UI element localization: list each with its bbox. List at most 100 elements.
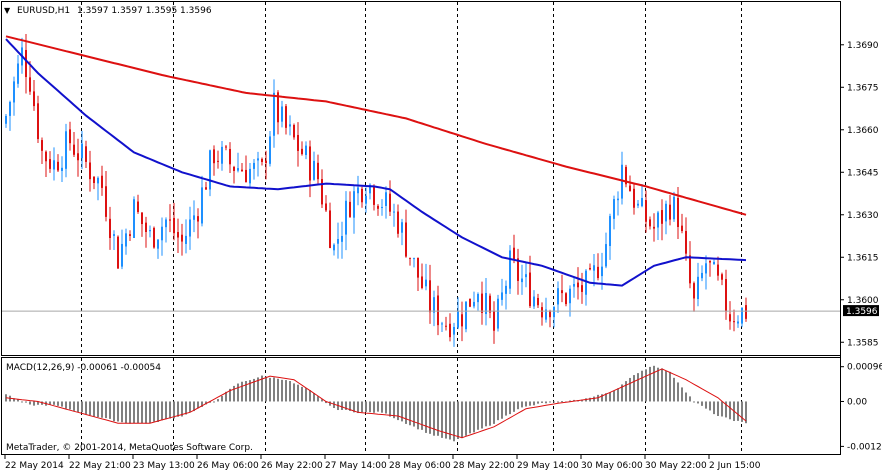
time-tick-label: 28 May 22:00 — [453, 461, 515, 471]
candle-body — [137, 201, 139, 212]
candle-body — [233, 166, 235, 171]
candle-body — [477, 293, 479, 303]
time-tick-label: 22 May 2014 — [5, 461, 64, 471]
candle-body — [489, 295, 491, 313]
candle-body — [561, 290, 563, 294]
price-panel[interactable] — [1, 1, 841, 356]
candle-body — [169, 219, 171, 221]
macd-hist-bar — [641, 370, 643, 402]
macd-hist-bar — [661, 368, 663, 402]
price-tick-label: 1.3585 — [847, 338, 879, 348]
macd-hist-bar — [593, 396, 595, 402]
macd-hist-bar — [509, 401, 511, 415]
macd-hist-bar — [277, 378, 279, 402]
macd-hist-bar — [609, 392, 611, 402]
macd-hist-bar — [601, 394, 603, 402]
macd-hist-bar — [705, 401, 707, 409]
candle-body — [113, 234, 115, 236]
candle-body — [257, 158, 259, 161]
macd-hist-bar — [529, 401, 531, 406]
macd-hist-bar — [301, 386, 303, 402]
candle-body — [557, 288, 559, 305]
candle-body — [681, 225, 683, 232]
macd-hist-bar — [101, 401, 103, 418]
macd-hist-bar — [517, 401, 519, 410]
macd-hist-bar — [381, 401, 383, 413]
time-tick-label: 2 Jun 15:00 — [709, 461, 761, 471]
candle-body — [301, 148, 303, 155]
macd-hist-bar — [109, 401, 111, 419]
macd-hist-bar — [549, 401, 551, 403]
candle-body — [93, 176, 95, 184]
macd-hist-bar — [253, 378, 255, 402]
candle-body — [721, 274, 723, 280]
candle-body — [329, 210, 331, 249]
macd-hist-bar — [341, 401, 343, 410]
macd-hist-bar — [405, 401, 407, 424]
price-axis[interactable]: 1.3690 1.3675 1.3660 1.3645 1.3630 1.3615 1.36… — [840, 41, 879, 348]
candle-body — [145, 222, 147, 232]
candle-body — [157, 239, 159, 249]
macd-hist-bar — [497, 401, 499, 421]
macd-hist-bar — [569, 400, 571, 402]
macd-hist-bar — [185, 401, 187, 415]
candle-body — [105, 186, 107, 217]
candle-body — [625, 166, 627, 185]
macd-hist-bar — [25, 401, 27, 403]
candle-body — [521, 278, 523, 283]
macd-hist-bar — [325, 401, 327, 404]
macd-hist-bar — [557, 401, 559, 403]
macd-hist-bar — [53, 401, 55, 405]
candle-body — [269, 136, 271, 164]
macd-hist-bar — [501, 401, 503, 419]
macd-hist-bar — [17, 398, 19, 402]
ma-slow-line — [5, 35, 747, 216]
current-price-label-bg — [843, 305, 879, 317]
macd-hist-bar — [49, 401, 51, 405]
candle-body — [181, 234, 183, 242]
candle-body — [285, 106, 287, 128]
ma-fast-line — [5, 38, 747, 287]
candle-body — [453, 326, 455, 335]
candle-body — [77, 153, 79, 161]
candle-body — [161, 226, 163, 241]
candle-body — [189, 219, 191, 237]
candle-body — [261, 158, 263, 162]
macd-hist-bar — [89, 401, 91, 416]
macd-hist-bar — [537, 401, 539, 404]
candle-body — [689, 255, 691, 284]
symbol-dropdown-icon[interactable]: ▼ — [4, 6, 11, 15]
macd-hist-bar — [125, 401, 127, 424]
candle-body — [173, 217, 175, 234]
candle-body — [273, 92, 275, 136]
macd-hist-bar — [313, 393, 315, 402]
candle-body — [549, 311, 551, 318]
time-tick-label: 29 May 14:00 — [517, 461, 579, 471]
time-tick-label: 30 May 06:00 — [581, 461, 643, 471]
candle-body — [677, 197, 679, 227]
candle-body — [621, 164, 623, 199]
macd-indicator-label: MACD(12,26,9) -0.00061 -0.00054 — [6, 363, 161, 373]
macd-hist-bar — [205, 401, 207, 405]
macd-hist-bar — [429, 401, 431, 434]
candle-body — [337, 239, 339, 244]
macd-hist-bar — [461, 401, 463, 439]
candle-body — [669, 204, 671, 220]
macd-hist-bar — [545, 401, 547, 404]
macd-hist-bar — [433, 401, 435, 436]
macd-hist-bar — [469, 401, 471, 434]
macd-hist-bar — [245, 381, 247, 402]
macd-hist-bar — [629, 377, 631, 402]
macd-hist-bar — [145, 401, 147, 424]
macd-hist-bar — [189, 401, 191, 413]
macd-hist-bar — [401, 401, 403, 422]
candle-body — [249, 168, 251, 184]
candle-body — [533, 296, 535, 307]
macd-hist-bar — [513, 401, 515, 412]
macd-hist-bar — [745, 401, 747, 424]
candle-body — [361, 188, 363, 203]
macd-hist-bar — [105, 401, 107, 419]
ohlc-readout: 1.3597 1.3597 1.3595 1.3596 — [77, 6, 212, 16]
time-axis: 22 May 2014 22 May 21:00 23 May 13:00 26 Ma… — [4, 455, 761, 471]
